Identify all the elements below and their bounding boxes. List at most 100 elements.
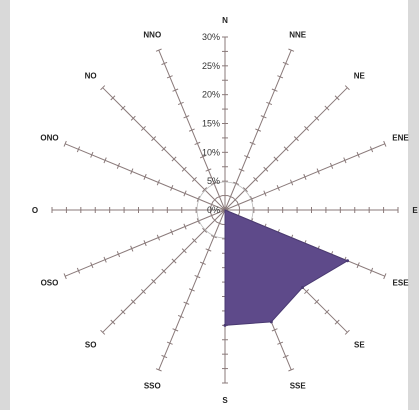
spoke-tick [110, 319, 116, 325]
direction-label-nno: NNO [143, 30, 161, 39]
spoke-tick [181, 166, 187, 172]
spoke-tick [156, 234, 161, 241]
spoke-tick [177, 314, 184, 319]
spoke-tick [194, 141, 201, 146]
spoke-tick [63, 273, 67, 280]
spoke-tick [289, 179, 294, 186]
direction-label-ono: ONO [40, 133, 58, 142]
spoke-tick [227, 195, 234, 199]
spoke-tick [120, 309, 126, 315]
spoke-tick [334, 319, 340, 325]
spoke-tick [140, 289, 146, 295]
spoke-tick [155, 48, 162, 52]
spoke-tick [244, 155, 251, 159]
spoke-tick [151, 278, 157, 284]
spoke-tick [260, 115, 267, 119]
direction-label-ese: ESE [393, 279, 410, 288]
data-point-s [223, 323, 227, 327]
spoke-tick [210, 212, 214, 219]
spoke-tick [277, 341, 284, 345]
spoke-tick [183, 190, 187, 197]
spoke-tick [116, 251, 121, 258]
spoke-tick [273, 156, 279, 162]
spoke-tick [271, 88, 278, 92]
spoke-tick [183, 301, 190, 305]
spoke-tick [343, 157, 347, 164]
spoke-tick [202, 187, 208, 193]
spoke-tick [166, 75, 173, 79]
direction-label-se: SE [354, 340, 365, 349]
spoke-tick [161, 61, 168, 66]
spoke-tick [172, 328, 179, 332]
spoke-tick [155, 368, 162, 372]
spoke-tick [116, 162, 121, 169]
r-tick-label: 0% [207, 205, 220, 215]
spoke-tick [282, 354, 289, 359]
spoke-tick [166, 341, 173, 345]
spoke-tick [334, 95, 340, 101]
spoke-tick [183, 223, 187, 230]
spoke-tick [383, 140, 387, 147]
spoke-tick [90, 262, 94, 269]
spoke-tick [304, 125, 310, 131]
spoke-tick [188, 288, 195, 292]
spoke-tick [282, 61, 289, 66]
spoke-tick [183, 115, 190, 119]
spoke-tick [130, 299, 136, 305]
spoke-tick [369, 146, 374, 153]
spoke-tick [277, 75, 284, 79]
spoke-tick [324, 309, 330, 315]
spoke-tick [255, 128, 262, 132]
direction-label-s: S [222, 396, 228, 405]
spoke-tick [263, 190, 267, 197]
spoke-tick [151, 136, 157, 142]
spoke-tick [369, 267, 374, 274]
spoke-tick [304, 289, 310, 295]
spoke-tick [196, 218, 200, 224]
spoke-tick [236, 201, 240, 208]
direction-label-ne: NE [354, 72, 366, 81]
spoke-tick [232, 197, 238, 203]
spoke-tick [216, 195, 223, 199]
chart-panel [10, 0, 408, 410]
spoke-tick [303, 173, 307, 180]
direction-label-ene: ENE [392, 133, 409, 142]
spoke-tick [316, 168, 320, 175]
spoke-tick [356, 262, 360, 269]
spoke-tick [196, 196, 200, 202]
r-tick-label: 15% [202, 119, 220, 129]
data-point-se [300, 285, 304, 289]
spoke-tick [76, 146, 81, 153]
spoke-tick [324, 105, 330, 111]
spoke-tick [253, 176, 259, 182]
spoke-tick [140, 125, 146, 131]
spoke-tick [103, 157, 107, 164]
spoke-tick [199, 261, 206, 265]
direction-label-sse: SSE [290, 382, 307, 391]
spoke-tick [156, 179, 161, 186]
spoke-tick [210, 201, 214, 208]
spoke-tick [242, 187, 248, 193]
spoke-tick [249, 141, 256, 146]
spoke-tick [344, 85, 350, 91]
direction-label-oso: OSO [41, 279, 59, 288]
spoke-tick [188, 128, 195, 132]
spoke-tick [288, 368, 295, 372]
spoke-tick [293, 136, 299, 142]
spoke-tick [199, 155, 206, 159]
spoke-tick [130, 245, 134, 252]
spoke-tick [383, 273, 387, 280]
spoke-tick [130, 115, 136, 121]
spoke-tick [110, 95, 116, 101]
spoke-tick [271, 328, 278, 332]
r-tick-label: 30% [202, 32, 220, 42]
spoke-tick [211, 235, 217, 239]
spoke-tick [177, 101, 184, 106]
spoke-tick [211, 181, 217, 185]
r-tick-label: 25% [202, 61, 220, 71]
spoke-tick [143, 240, 147, 247]
spoke-tick [90, 151, 94, 158]
direction-label-o: O [32, 206, 38, 215]
spoke-tick [171, 156, 177, 162]
